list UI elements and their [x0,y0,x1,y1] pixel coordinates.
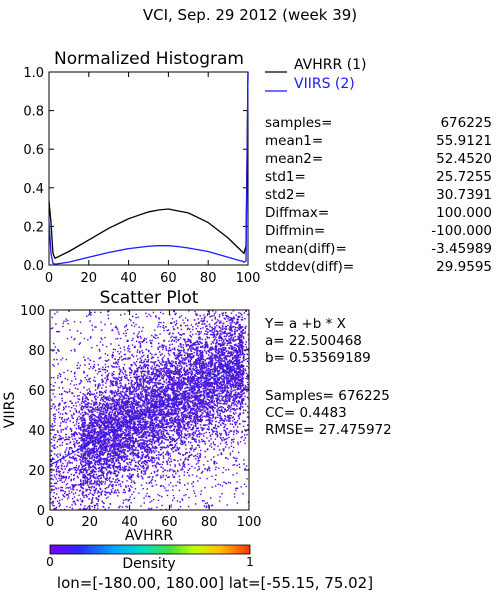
regression-b: b= 0.53569189 [265,350,371,366]
histogram-title: Normalized Histogram [54,49,244,69]
legend-label-viirs: VIIRS (2) [294,76,355,92]
stat-label: stddev(diff)= [265,259,354,275]
regression-info: Y= a +b * X a= 22.500468 b= 0.53569189 S… [264,316,392,438]
histogram-axes: 0 20 40 60 80 100 0.0 0.2 0.4 0.6 0.8 1.0 [23,66,260,286]
stat-label: mean2= [265,151,323,167]
scatter-y-tick-label: 100 [20,304,45,319]
statistics-table: samples= 676225 mean1= 55.9121 mean2= 52… [265,115,492,275]
histogram-x-tick-label: 60 [160,271,177,286]
colorbar-max-label: 1 [246,555,254,569]
fit-samples: Samples= 676225 [265,388,390,404]
scatter-x-tick-label: 0 [46,515,54,530]
scatter-x-tick-label: 100 [237,515,262,530]
scatter-point-core [79,310,245,510]
stat-value: 30.7391 [436,187,492,203]
scatter-frame [49,309,250,511]
histogram-x-tick-label: 0 [45,271,53,286]
scatter-x-tick-label: 20 [82,515,99,530]
scatter-x-tick-label: 40 [121,515,138,530]
stat-label: Diffmax= [265,205,329,221]
stat-value: -3.45989 [431,241,492,257]
histogram-y-tick-label: 0.6 [23,143,44,158]
avhrr-histogram-line [48,71,249,260]
scatter-y-tick-label: 0 [37,504,45,519]
scatter-x-tick-label: 80 [201,515,218,530]
histogram-frame [48,71,249,266]
histogram-x-tick-label: 20 [81,271,98,286]
colorbar-label: Density [122,556,175,572]
stat-value: 25.7255 [436,169,492,185]
histogram-legend: AVHRR (1) VIIRS (2) [265,57,367,92]
stat-value: 29.9595 [436,259,492,275]
stat-value: 55.9121 [436,133,492,149]
scatter-axes: 0 20 40 60 80 100 0 20 40 60 80 100 [20,304,261,530]
scatter-x-axis-label: AVHRR [125,528,174,544]
histogram-y-tick-label: 1.0 [23,66,44,81]
histogram-x-tick-label: 80 [200,271,217,286]
stat-value: 100.000 [436,205,492,221]
scatter-y-axis-label: VIIRS [2,392,18,429]
histogram-x-tick-label: 100 [236,271,261,286]
scatter-x-tick-label: 60 [161,515,178,530]
stat-label: mean1= [265,133,323,149]
histogram-y-tick-label: 0.8 [23,105,44,120]
stat-label: std1= [265,169,306,185]
regression-equation: Y= a +b * X [264,316,346,332]
page-title: VCI, Sep. 29 2012 (week 39) [143,6,357,24]
regression-line [50,357,249,466]
scatter-title: Scatter Plot [100,288,199,308]
stat-label: std2= [265,187,306,203]
stat-value: -100.000 [431,223,492,239]
colorbar-min-label: 0 [46,555,54,569]
histogram-y-tick-label: 0.4 [23,182,44,197]
stat-label: samples= [265,115,332,131]
histogram-x-tick-label: 40 [120,271,137,286]
stat-value: 676225 [440,115,492,131]
stat-value: 52.4520 [436,151,492,167]
scatter-y-tick-label: 40 [28,424,45,439]
fit-rmse: RMSE= 27.475972 [265,422,392,438]
legend-label-avhrr: AVHRR (1) [294,57,367,73]
histogram-y-tick-label: 0.2 [23,220,44,235]
geographic-extent: lon=[-180.00, 180.00] lat=[-55.15, 75.02… [57,574,373,592]
histogram-curves [48,71,249,265]
fit-cc: CC= 0.4483 [265,405,347,421]
histogram-y-tick-label: 0.0 [23,259,44,274]
scatter-y-tick-label: 80 [28,344,45,359]
scatter-y-tick-label: 20 [28,464,45,479]
scatter-density-cloud [50,310,249,510]
regression-a: a= 22.500468 [265,333,362,349]
scatter-y-tick-label: 60 [28,384,45,399]
density-colorbar [49,544,251,555]
stat-label: Diffmin= [265,223,325,239]
viirs-histogram-line [48,71,249,265]
stat-label: mean(diff)= [265,241,347,257]
